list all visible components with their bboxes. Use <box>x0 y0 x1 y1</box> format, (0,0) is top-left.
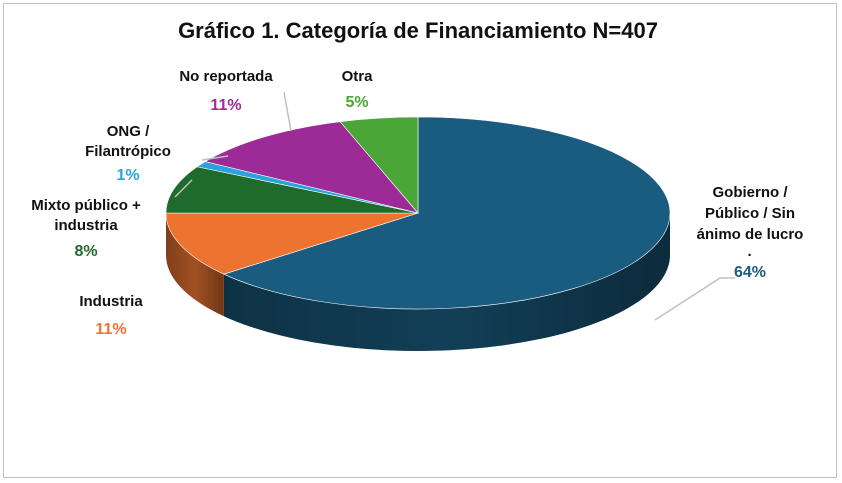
label-ong-line-0: ONG / <box>107 123 150 140</box>
slice-noreportada <box>204 121 419 214</box>
slice-industria <box>165 212 419 275</box>
side-shade-gobierno <box>223 213 670 351</box>
pie-top-slices <box>165 116 671 310</box>
label-noreportada-line-0: No reportada <box>179 68 273 85</box>
side-shade-industria <box>166 213 224 317</box>
percent-label-gobierno: 64% <box>734 264 766 281</box>
slice-mixto <box>165 166 419 214</box>
slice-gobierno <box>222 116 671 310</box>
pie-side-walls <box>166 213 670 351</box>
leader-line-ong <box>201 155 229 161</box>
chart-title: Gráfico 1. Categoría de Financiamiento N… <box>178 18 658 43</box>
label-mixto-line-0: Mixto público + <box>31 197 141 214</box>
slice-otra <box>339 116 419 214</box>
percent-label-ong: 1% <box>116 167 139 184</box>
percent-label-noreportada: 11% <box>210 97 241 114</box>
label-industria-line-0: Industria <box>79 293 143 310</box>
label-gobierno-line-0: Gobierno / <box>713 184 789 201</box>
percent-label-otra: 5% <box>345 94 368 111</box>
label-mixto-line-1: industria <box>54 217 118 234</box>
percent-label-industria: 11% <box>95 321 126 338</box>
leader-line-gobierno <box>654 277 735 321</box>
label-gobierno-line-3: · <box>748 247 753 264</box>
label-otra-line-0: Otra <box>342 68 374 85</box>
percent-label-mixto: 8% <box>74 243 97 260</box>
label-ong-line-1: Filantrópico <box>85 143 171 160</box>
label-gobierno-line-2: ánimo de lucro <box>697 226 804 243</box>
leader-lines <box>174 91 735 321</box>
leader-line-noreportada <box>283 91 292 132</box>
label-gobierno-line-1: Público / Sin <box>705 205 795 222</box>
leader-line-mixto <box>174 179 193 198</box>
slice-labels: Gobierno / Público / Sin ánimo de lucro ·64… <box>31 68 803 338</box>
